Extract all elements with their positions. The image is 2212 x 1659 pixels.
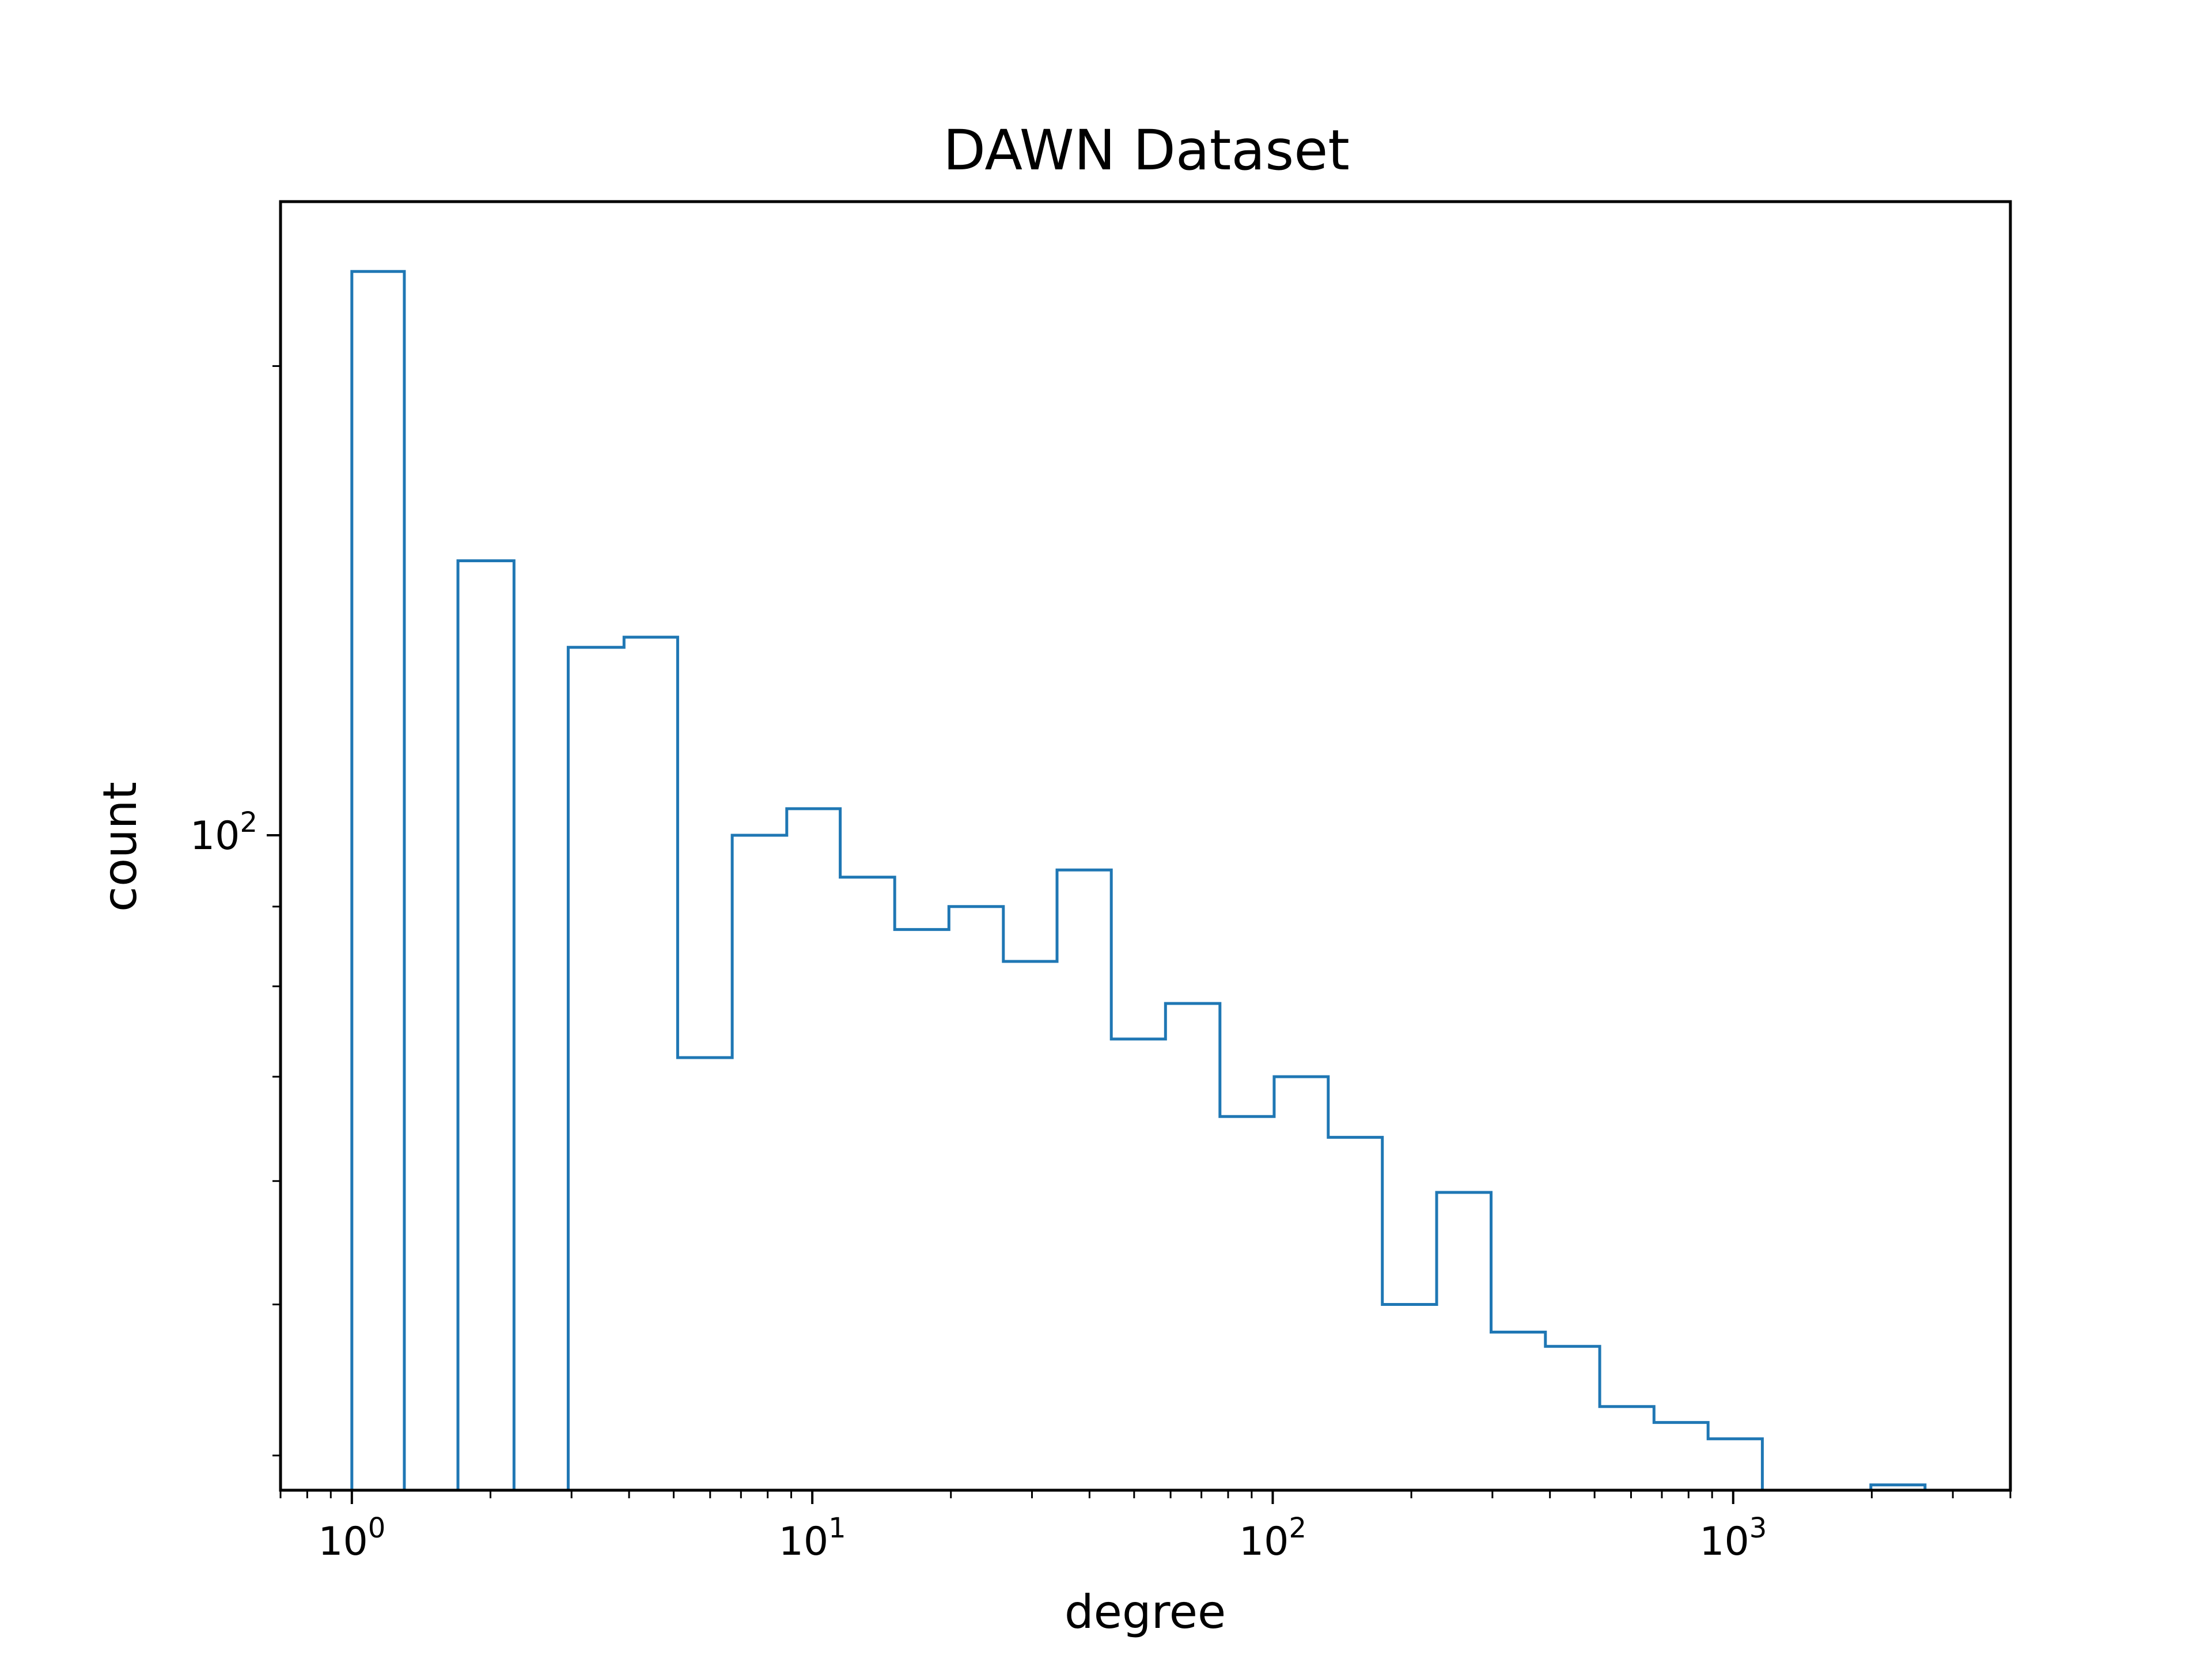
plot-area <box>350 270 1927 1492</box>
histogram-bin <box>1274 1077 1328 1490</box>
histogram-step-3 <box>566 635 1927 1492</box>
y-axis-label: count <box>93 782 147 912</box>
histogram-bin <box>1600 1407 1654 1490</box>
histogram-bin <box>1165 1003 1220 1490</box>
histogram-bin <box>1220 1116 1274 1490</box>
histogram-bin <box>568 647 624 1490</box>
x-tick-label: 100 <box>318 1512 385 1565</box>
histogram-bin <box>732 835 787 1490</box>
histogram-bin <box>895 930 949 1490</box>
chart-title: DAWN Dataset <box>943 118 1350 183</box>
histogram-bin <box>1654 1422 1708 1490</box>
x-tick-label: 103 <box>1699 1512 1767 1565</box>
histogram-step-1 <box>350 270 406 1490</box>
histogram-bin <box>1003 961 1057 1490</box>
histogram-bin <box>352 271 404 1490</box>
x-tick-label: 101 <box>779 1512 846 1565</box>
histogram-bin <box>677 1058 732 1490</box>
x-axis-label: degree <box>1065 1585 1226 1639</box>
histogram-bin <box>1546 1346 1600 1490</box>
histogram-bin <box>1111 1039 1165 1490</box>
y-tick-label: 102 <box>190 806 257 859</box>
histogram-bin <box>624 637 677 1490</box>
histogram-bin <box>1437 1192 1491 1490</box>
histogram-bin <box>1708 1439 1762 1490</box>
histogram-bin <box>1328 1137 1382 1490</box>
x-tick-label: 102 <box>1239 1512 1306 1565</box>
histogram-step-2 <box>456 559 516 1490</box>
histogram-bin <box>949 907 1003 1490</box>
histogram-bin <box>1057 870 1111 1490</box>
axis-ticks: 100 101 102 103 102 <box>190 365 2012 1565</box>
histogram-bin <box>840 877 895 1490</box>
axes-frame <box>279 200 2012 1492</box>
histogram-bin <box>458 561 514 1491</box>
histogram-bin <box>1491 1332 1546 1491</box>
histogram-bin <box>787 809 840 1490</box>
histogram-bin <box>1382 1305 1437 1491</box>
